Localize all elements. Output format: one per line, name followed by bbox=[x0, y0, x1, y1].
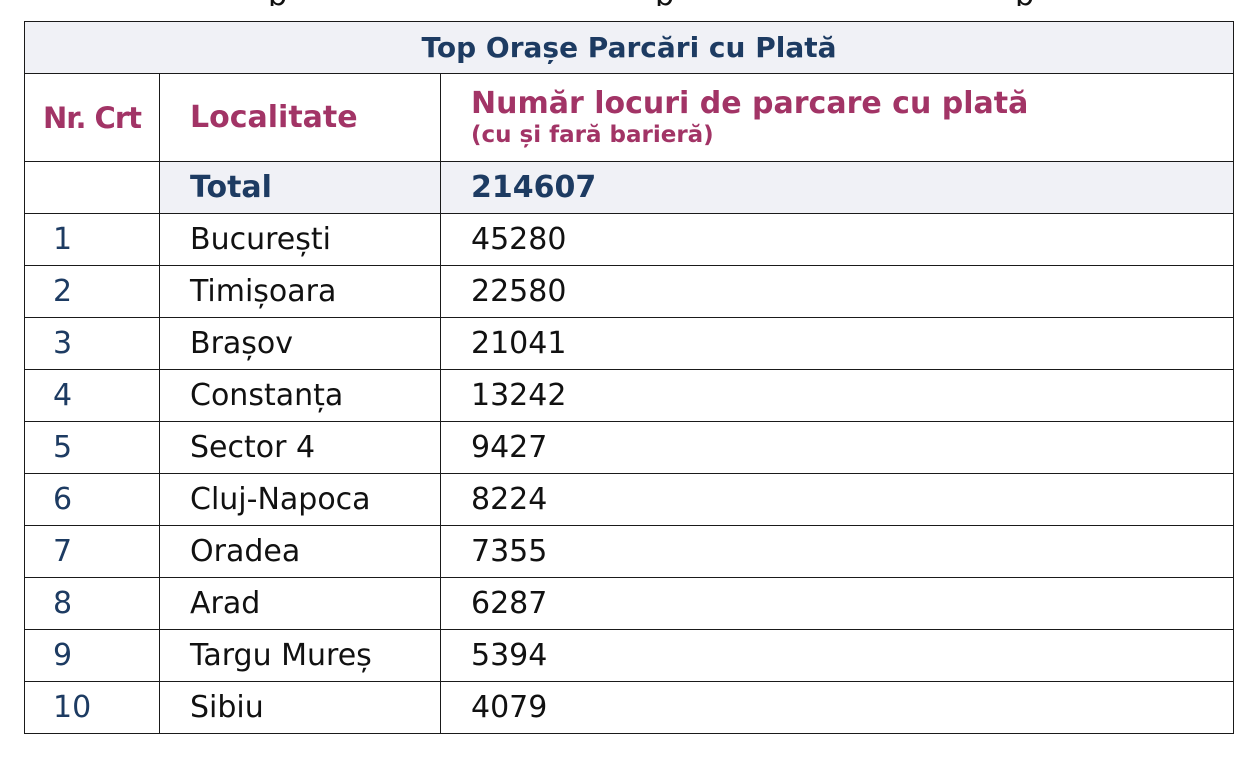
row-localitate: Oradea bbox=[159, 525, 441, 578]
row-locuri: 8224 bbox=[440, 473, 1234, 526]
row-locuri: 21041 bbox=[440, 317, 1234, 370]
header-numar-sub: (cu și fară barieră) bbox=[471, 121, 714, 148]
table-title-row: Top Orașe Parcări cu Plată bbox=[24, 21, 1234, 74]
table-header-row: Nr. Crt Localitate Număr locuri de parca… bbox=[24, 73, 1234, 162]
table-row: 3 Brașov 21041 bbox=[24, 317, 1234, 370]
row-locuri: 45280 bbox=[440, 213, 1234, 266]
table-row: 10 Sibiu 4079 bbox=[24, 681, 1234, 734]
row-localitate: Targu Mureș bbox=[159, 629, 441, 682]
row-localitate: Brașov bbox=[159, 317, 441, 370]
table-row: 5 Sector 4 9427 bbox=[24, 421, 1234, 474]
parking-table: Top Orașe Parcări cu Plată Nr. Crt Local… bbox=[24, 21, 1234, 734]
row-localitate: Constanța bbox=[159, 369, 441, 422]
row-localitate: Sibiu bbox=[159, 681, 441, 734]
row-locuri: 5394 bbox=[440, 629, 1234, 682]
row-nr: 9 bbox=[24, 629, 160, 682]
total-row: Total 214607 bbox=[24, 161, 1234, 214]
table-row: 8 Arad 6287 bbox=[24, 577, 1234, 630]
header-localitate: Localitate bbox=[159, 73, 441, 162]
row-localitate: Timișoara bbox=[159, 265, 441, 318]
row-localitate: Cluj-Napoca bbox=[159, 473, 441, 526]
table-row: 1 București 45280 bbox=[24, 213, 1234, 266]
header-nr-crt: Nr. Crt bbox=[24, 73, 160, 162]
row-localitate: București bbox=[159, 213, 441, 266]
row-locuri: 9427 bbox=[440, 421, 1234, 474]
header-numar-locuri: Număr locuri de parcare cu plată (cu și … bbox=[440, 73, 1234, 162]
row-localitate: Sector 4 bbox=[159, 421, 441, 474]
table-row: 7 Oradea 7355 bbox=[24, 525, 1234, 578]
row-nr: 7 bbox=[24, 525, 160, 578]
row-nr: 10 bbox=[24, 681, 160, 734]
table-row: 9 Targu Mureș 5394 bbox=[24, 629, 1234, 682]
total-nr-cell bbox=[24, 161, 160, 214]
table-title: Top Orașe Parcări cu Plată bbox=[24, 21, 1234, 74]
total-label: Total bbox=[159, 161, 441, 214]
table-row: 2 Timișoara 22580 bbox=[24, 265, 1234, 318]
row-locuri: 22580 bbox=[440, 265, 1234, 318]
clipped-text-above-table: p p p bbox=[0, 0, 1259, 6]
row-locuri: 6287 bbox=[440, 577, 1234, 630]
row-nr: 6 bbox=[24, 473, 160, 526]
row-nr: 1 bbox=[24, 213, 160, 266]
header-numar-main: Număr locuri de parcare cu plată bbox=[471, 85, 1029, 121]
row-localitate: Arad bbox=[159, 577, 441, 630]
total-value: 214607 bbox=[440, 161, 1234, 214]
table-row: 4 Constanța 13242 bbox=[24, 369, 1234, 422]
row-nr: 2 bbox=[24, 265, 160, 318]
table-row: 6 Cluj-Napoca 8224 bbox=[24, 473, 1234, 526]
row-locuri: 4079 bbox=[440, 681, 1234, 734]
row-nr: 4 bbox=[24, 369, 160, 422]
row-nr: 3 bbox=[24, 317, 160, 370]
row-nr: 5 bbox=[24, 421, 160, 474]
row-locuri: 7355 bbox=[440, 525, 1234, 578]
row-locuri: 13242 bbox=[440, 369, 1234, 422]
row-nr: 8 bbox=[24, 577, 160, 630]
